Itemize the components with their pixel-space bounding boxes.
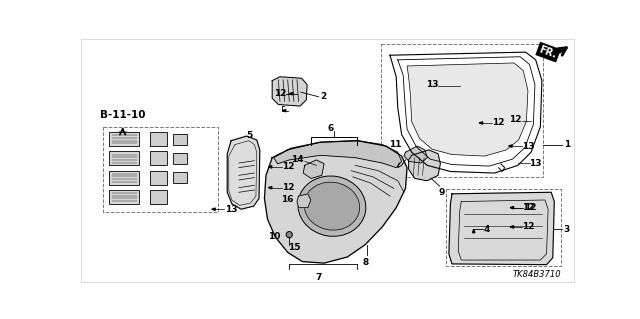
Text: 15: 15 xyxy=(288,243,300,252)
Bar xyxy=(150,190,167,204)
Polygon shape xyxy=(407,63,528,156)
Polygon shape xyxy=(297,194,311,208)
Bar xyxy=(381,44,543,177)
Polygon shape xyxy=(264,141,407,263)
Polygon shape xyxy=(289,93,292,95)
Text: 13: 13 xyxy=(225,205,237,214)
Text: 10: 10 xyxy=(268,233,280,241)
Text: 5: 5 xyxy=(246,131,253,140)
Text: 13: 13 xyxy=(522,142,535,151)
Bar xyxy=(109,171,139,185)
Polygon shape xyxy=(268,187,272,189)
Polygon shape xyxy=(116,132,129,141)
Polygon shape xyxy=(212,208,215,210)
Ellipse shape xyxy=(304,182,360,230)
Text: 2: 2 xyxy=(320,92,326,101)
Polygon shape xyxy=(449,192,554,265)
Polygon shape xyxy=(274,141,402,168)
Text: TK84B3710: TK84B3710 xyxy=(513,270,561,279)
Circle shape xyxy=(286,232,292,238)
Text: 12: 12 xyxy=(275,89,287,98)
Text: FR.: FR. xyxy=(538,44,558,60)
Polygon shape xyxy=(510,206,514,209)
Bar xyxy=(173,153,187,164)
Bar xyxy=(150,152,167,165)
Bar xyxy=(109,132,139,146)
Polygon shape xyxy=(227,136,260,209)
Polygon shape xyxy=(509,145,512,147)
Text: 12: 12 xyxy=(492,118,505,128)
Text: 12: 12 xyxy=(509,115,522,124)
Bar xyxy=(173,134,187,145)
Bar xyxy=(150,171,167,185)
Polygon shape xyxy=(282,109,286,112)
Text: 7: 7 xyxy=(316,273,322,282)
Text: 1: 1 xyxy=(564,140,570,149)
Bar xyxy=(446,189,561,266)
Bar xyxy=(109,190,139,204)
Text: 12: 12 xyxy=(282,183,295,192)
Polygon shape xyxy=(303,160,324,178)
Text: 9: 9 xyxy=(438,189,444,197)
Bar xyxy=(150,132,167,146)
Text: 14: 14 xyxy=(291,155,303,164)
Polygon shape xyxy=(268,166,272,168)
Polygon shape xyxy=(510,226,514,228)
Text: 3: 3 xyxy=(564,225,570,234)
Ellipse shape xyxy=(298,176,366,236)
Text: 4: 4 xyxy=(484,225,490,234)
Polygon shape xyxy=(408,150,440,181)
Polygon shape xyxy=(404,146,428,163)
Text: 13: 13 xyxy=(529,159,542,167)
Text: 11: 11 xyxy=(389,140,402,149)
Text: 12: 12 xyxy=(282,162,295,171)
Bar xyxy=(173,172,187,183)
Text: B-11-10: B-11-10 xyxy=(100,110,145,120)
Polygon shape xyxy=(479,122,483,124)
Text: 13: 13 xyxy=(426,80,438,89)
Bar xyxy=(109,152,139,165)
Text: 12: 12 xyxy=(522,222,535,231)
Text: 16: 16 xyxy=(280,196,293,204)
Text: 12: 12 xyxy=(522,203,535,212)
Text: 8: 8 xyxy=(362,258,369,267)
Text: 12: 12 xyxy=(524,203,536,212)
Text: 6: 6 xyxy=(328,124,334,133)
Polygon shape xyxy=(272,77,307,106)
Bar xyxy=(103,127,218,211)
Polygon shape xyxy=(472,229,475,233)
